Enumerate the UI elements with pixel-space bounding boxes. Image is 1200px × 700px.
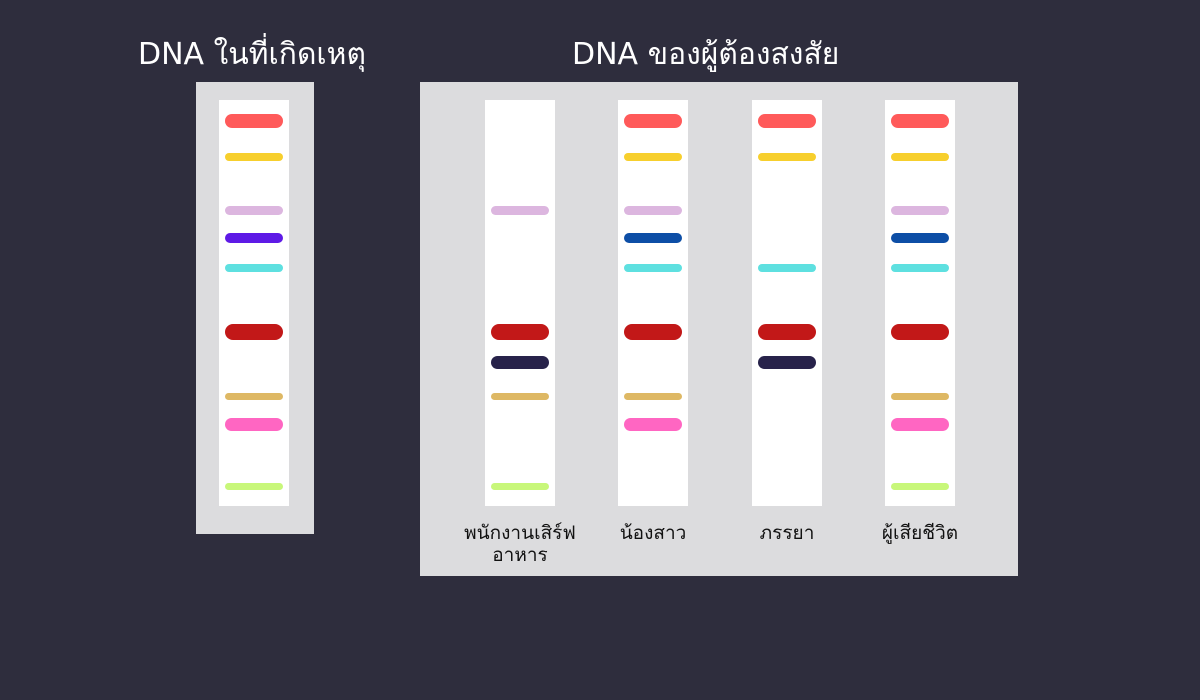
band-darkred xyxy=(891,324,949,340)
crime-scene-title: DNA ในที่เกิดเหตุ xyxy=(138,37,366,72)
lane-waiter xyxy=(485,100,555,506)
lane-label-waiter: พนักงานเสิร์ฟอาหาร xyxy=(464,522,576,566)
band-lime xyxy=(491,482,549,490)
band-pink xyxy=(225,417,283,431)
band-lavender xyxy=(225,205,283,215)
band-purple xyxy=(225,233,283,243)
band-darkred xyxy=(624,324,682,340)
band-yellow xyxy=(624,153,682,161)
band-yellow xyxy=(225,153,283,161)
band-pink xyxy=(624,417,682,431)
band-red xyxy=(891,114,949,128)
band-yellow xyxy=(758,153,816,161)
band-lavender xyxy=(891,205,949,215)
band-red xyxy=(225,114,283,128)
band-lime xyxy=(891,482,949,490)
lane-crime-scene xyxy=(219,100,289,506)
band-yellow xyxy=(891,153,949,161)
band-tan xyxy=(891,392,949,400)
band-tan xyxy=(225,392,283,400)
band-red xyxy=(758,114,816,128)
band-cyan xyxy=(225,264,283,272)
band-tan xyxy=(624,392,682,400)
lane-label-sister: น้องสาว xyxy=(619,522,687,544)
lane-label-victim: ผู้เสียชีวิต xyxy=(881,522,959,544)
band-darkred xyxy=(758,324,816,340)
band-cyan xyxy=(891,264,949,272)
lane-wife xyxy=(752,100,822,506)
band-pink xyxy=(891,417,949,431)
band-darkred xyxy=(491,324,549,340)
band-darkblue xyxy=(758,355,816,369)
band-red xyxy=(624,114,682,128)
band-lime xyxy=(225,482,283,490)
band-darkblue xyxy=(491,355,549,369)
band-lavender xyxy=(624,205,682,215)
band-navy xyxy=(891,233,949,243)
band-cyan xyxy=(758,264,816,272)
lane-victim xyxy=(885,100,955,506)
band-navy xyxy=(624,233,682,243)
suspects-title: DNA ของผู้ต้องสงสัย xyxy=(572,37,840,72)
band-tan xyxy=(491,392,549,400)
lane-sister xyxy=(618,100,688,506)
lane-label-wife: ภรรยา xyxy=(759,522,815,544)
band-darkred xyxy=(225,324,283,340)
band-cyan xyxy=(624,264,682,272)
band-lavender xyxy=(491,205,549,215)
